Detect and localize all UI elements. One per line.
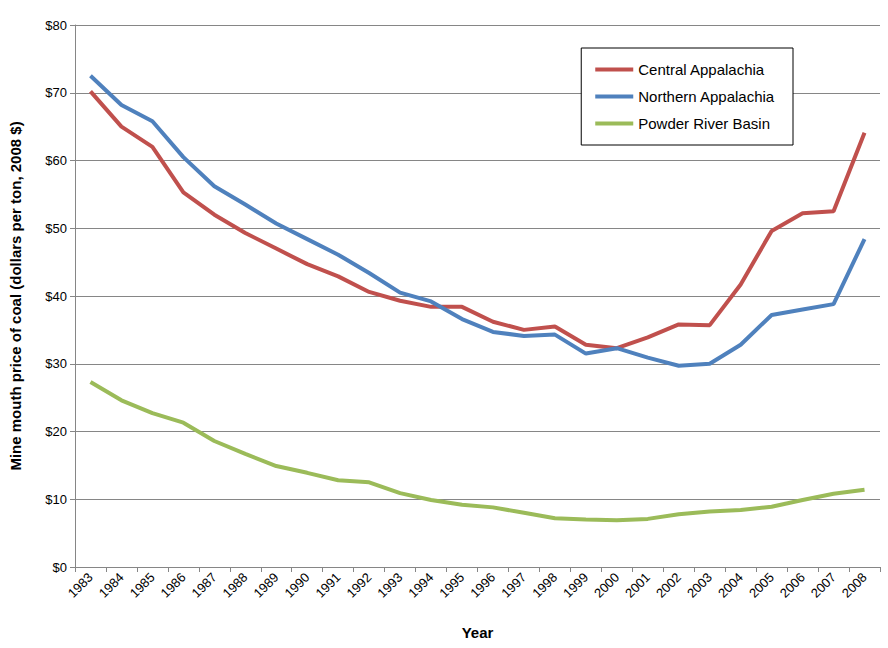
svg-text:Powder River Basin: Powder River Basin bbox=[638, 115, 770, 132]
svg-text:1992: 1992 bbox=[343, 570, 374, 601]
svg-text:1996: 1996 bbox=[467, 570, 498, 601]
svg-text:Northern Appalachia: Northern Appalachia bbox=[638, 88, 775, 105]
svg-text:2001: 2001 bbox=[622, 570, 653, 601]
svg-text:$0: $0 bbox=[53, 560, 67, 575]
svg-text:1987: 1987 bbox=[189, 570, 220, 601]
svg-text:1991: 1991 bbox=[312, 570, 343, 601]
svg-text:$30: $30 bbox=[45, 356, 67, 371]
svg-text:1990: 1990 bbox=[281, 570, 312, 601]
svg-text:$80: $80 bbox=[45, 18, 67, 33]
svg-text:$10: $10 bbox=[45, 492, 67, 507]
svg-text:1999: 1999 bbox=[560, 570, 591, 601]
svg-text:1986: 1986 bbox=[158, 570, 189, 601]
svg-text:2005: 2005 bbox=[746, 570, 777, 601]
svg-text:$50: $50 bbox=[45, 221, 67, 236]
svg-text:Year: Year bbox=[462, 624, 494, 641]
svg-text:2008: 2008 bbox=[839, 570, 870, 601]
svg-text:$60: $60 bbox=[45, 153, 67, 168]
svg-text:Central Appalachia: Central Appalachia bbox=[638, 61, 765, 78]
svg-text:1985: 1985 bbox=[127, 570, 158, 601]
svg-text:$70: $70 bbox=[45, 85, 67, 100]
svg-text:$20: $20 bbox=[45, 424, 67, 439]
svg-text:1983: 1983 bbox=[65, 570, 96, 601]
svg-text:1989: 1989 bbox=[251, 570, 282, 601]
svg-text:Mine mouth price of coal (doll: Mine mouth price of coal (dollars per to… bbox=[7, 121, 24, 470]
svg-text:2006: 2006 bbox=[777, 570, 808, 601]
svg-text:1988: 1988 bbox=[220, 570, 251, 601]
svg-text:1994: 1994 bbox=[405, 570, 436, 601]
svg-text:2002: 2002 bbox=[653, 570, 684, 601]
svg-text:$40: $40 bbox=[45, 289, 67, 304]
svg-text:1997: 1997 bbox=[498, 570, 529, 601]
svg-text:1998: 1998 bbox=[529, 570, 560, 601]
svg-text:1993: 1993 bbox=[374, 570, 405, 601]
svg-text:1995: 1995 bbox=[436, 570, 467, 601]
svg-text:2004: 2004 bbox=[715, 570, 746, 601]
svg-text:2000: 2000 bbox=[591, 570, 622, 601]
svg-text:2003: 2003 bbox=[684, 570, 715, 601]
svg-text:2007: 2007 bbox=[808, 570, 839, 601]
svg-text:1984: 1984 bbox=[96, 570, 127, 601]
